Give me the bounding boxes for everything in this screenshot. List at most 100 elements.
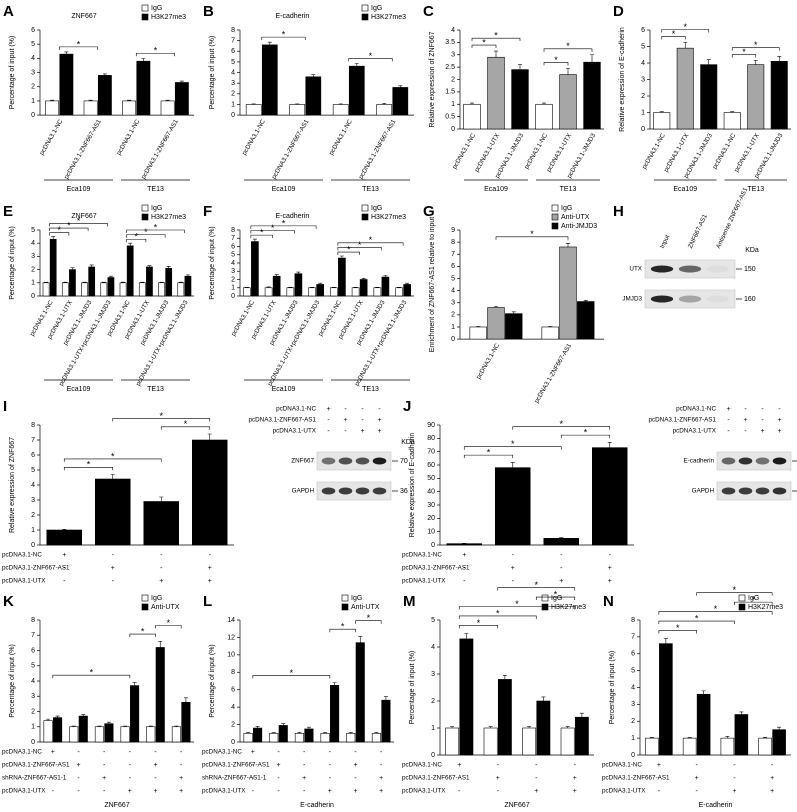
y-tick-label: 70 — [427, 449, 435, 456]
blot-band — [721, 457, 736, 465]
bar — [97, 75, 112, 116]
row-label: JMJD3 — [622, 296, 642, 303]
significance-bracket — [661, 36, 686, 40]
error-bar — [566, 68, 570, 75]
y-tick-label: 10 — [427, 529, 435, 536]
row-label: UTX — [629, 266, 642, 273]
y-tick-label: 10 — [227, 652, 235, 659]
treatment-label: shRNA-ZNF667-AS1-1 — [202, 775, 267, 782]
bar — [577, 301, 595, 340]
treatment-sign: - — [303, 788, 306, 795]
y-tick-label: 2 — [31, 512, 35, 519]
treatment-sign: - — [77, 788, 80, 795]
bar — [289, 104, 306, 116]
blot-band — [755, 457, 770, 465]
treatment-sign: - — [277, 788, 280, 795]
treatment-sign: - — [361, 417, 364, 424]
y-tick-label: 0 — [31, 542, 35, 549]
treatment-label: pcDNA3.1-ZNF667-AS1 — [2, 565, 70, 572]
legend-swatch — [361, 13, 369, 21]
y-tick-label: 80 — [427, 435, 435, 442]
row-label: ZNF667 — [291, 458, 314, 465]
y-tick-label: 3 — [231, 268, 235, 275]
bar — [46, 529, 82, 546]
error-bar — [348, 732, 353, 734]
x-tick-label: pcDNA3.1-ZNF667-AS1 — [140, 118, 180, 180]
y-axis-label: Percentage of input (%) — [9, 226, 16, 300]
error-bar — [71, 725, 76, 727]
y-tick-label: 1 — [451, 324, 455, 331]
error-bar — [488, 726, 493, 728]
y-tick-label: 7 — [451, 251, 455, 258]
significance-label: * — [87, 460, 91, 470]
treatment-label: pcDNA3.1-NC — [202, 749, 242, 756]
x-tick-label: pcDNA3.1-NC — [328, 118, 354, 156]
blot-band — [338, 457, 353, 465]
y-tick-label: 0 — [231, 293, 235, 300]
error-bar — [106, 721, 111, 724]
significance-bracket — [155, 625, 182, 629]
treatment-sign: - — [103, 788, 106, 795]
treatment-sign: - — [160, 552, 163, 559]
legend-swatch — [551, 222, 559, 230]
panel-label: E — [3, 203, 13, 220]
treatment-sign: - — [458, 788, 461, 795]
treatment-sign: - — [778, 406, 781, 413]
y-tick-label: 6 — [31, 452, 35, 459]
x-tick-label: pcDNA3.1-NC — [523, 132, 549, 170]
significance-bracket — [696, 592, 773, 596]
significance-bracket — [49, 223, 108, 227]
y-tick-label: 6 — [231, 243, 235, 250]
blot-band — [321, 487, 336, 495]
treatment-label: pcDNA3.1-NC — [676, 406, 716, 413]
group-label: TE13 — [147, 186, 164, 193]
legend-swatch — [341, 594, 349, 602]
error-bar — [207, 433, 212, 440]
significance-label: * — [77, 216, 81, 226]
bar — [541, 326, 559, 340]
blot-background — [316, 451, 392, 471]
y-tick-label: 3 — [451, 52, 455, 59]
error-bar — [511, 311, 516, 314]
error-bar — [542, 102, 546, 105]
error-bar — [127, 99, 132, 101]
bar — [330, 685, 340, 743]
error-bar — [166, 266, 171, 269]
y-tick-label: 30 — [427, 502, 435, 509]
error-bar — [101, 281, 106, 283]
y-tick-label: 0 — [231, 112, 235, 119]
group-label: Eca109 — [272, 386, 296, 393]
bar — [734, 714, 749, 756]
bar — [269, 732, 279, 743]
y-tick-label: 1.5 — [445, 89, 455, 96]
significance-bracket — [731, 47, 780, 51]
error-bar — [566, 243, 570, 247]
error-bar — [687, 736, 692, 739]
treatment-sign: - — [209, 552, 212, 559]
treatment-sign: - — [771, 762, 774, 769]
bar — [469, 326, 487, 340]
error-bar — [405, 282, 410, 285]
blot-band — [372, 457, 387, 465]
legend-swatch — [551, 213, 559, 221]
bar — [574, 716, 589, 756]
error-bar — [541, 696, 546, 701]
treatment-sign: - — [327, 417, 330, 424]
treatment-sign: - — [154, 775, 157, 782]
error-bar — [165, 99, 170, 101]
treatment-sign: + — [695, 775, 699, 782]
blot-band — [650, 295, 674, 303]
y-tick-label: 0 — [31, 112, 35, 119]
significance-bracket — [458, 615, 537, 619]
significance-bracket — [126, 234, 166, 238]
significance-bracket — [458, 625, 499, 629]
error-bar — [297, 732, 302, 734]
significance-bracket — [731, 54, 757, 58]
bar — [253, 727, 263, 743]
y-tick-label: 4 — [451, 27, 455, 34]
error-bar — [82, 281, 87, 283]
bar — [171, 726, 181, 743]
significance-label: * — [358, 240, 362, 250]
lane-label: Input — [659, 234, 671, 250]
significance-label: * — [282, 30, 286, 40]
